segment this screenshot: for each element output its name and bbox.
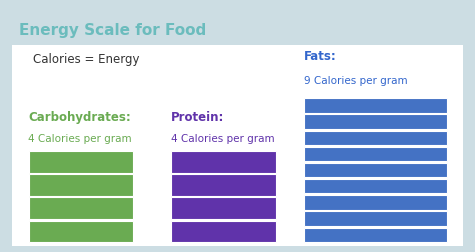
- Text: Protein:: Protein:: [171, 111, 224, 124]
- Bar: [171, 198, 276, 219]
- Bar: [28, 174, 133, 196]
- Bar: [304, 179, 446, 194]
- Bar: [28, 198, 133, 219]
- Text: 9 Calories per gram: 9 Calories per gram: [304, 76, 408, 86]
- Bar: [171, 151, 276, 173]
- Bar: [304, 147, 446, 161]
- Text: Carbohydrates:: Carbohydrates:: [28, 111, 131, 124]
- Bar: [304, 98, 446, 113]
- Text: Energy Scale for Food: Energy Scale for Food: [19, 23, 206, 38]
- Bar: [304, 163, 446, 177]
- Text: 4 Calories per gram: 4 Calories per gram: [28, 134, 132, 144]
- Bar: [171, 174, 276, 196]
- Bar: [304, 211, 446, 226]
- Bar: [28, 151, 133, 173]
- Text: Calories = Energy: Calories = Energy: [33, 53, 140, 66]
- Bar: [304, 114, 446, 129]
- Bar: [171, 220, 276, 242]
- Text: Fats:: Fats:: [304, 50, 337, 64]
- Text: 4 Calories per gram: 4 Calories per gram: [171, 134, 275, 144]
- Bar: [304, 228, 446, 242]
- Bar: [28, 220, 133, 242]
- Bar: [304, 195, 446, 210]
- Bar: [12, 45, 463, 246]
- Bar: [304, 131, 446, 145]
